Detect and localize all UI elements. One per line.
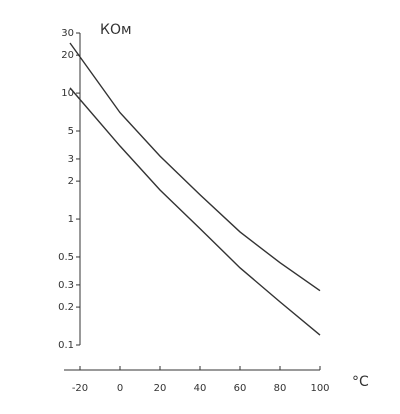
y-tick-label: 0.5: [58, 252, 74, 263]
x-tick-label: 80: [274, 383, 287, 394]
y-tick-label: 10: [61, 88, 74, 99]
curve: [69, 87, 321, 336]
y-tick-label: 1: [68, 214, 74, 225]
y-axis-label: КОм: [100, 22, 132, 38]
x-axis-label: °C: [352, 374, 369, 390]
y-tick-label: 0.1: [58, 340, 74, 351]
y-tick-label: 0.2: [58, 302, 74, 313]
x-tick-label: 40: [194, 383, 207, 394]
curve: [69, 42, 321, 292]
y-tick-label: 30: [61, 28, 74, 39]
x-tick-label: 60: [234, 383, 247, 394]
y-tick-label: 2: [68, 176, 74, 187]
y-tick-label: 3: [68, 154, 74, 165]
x-tick-label: 100: [310, 383, 329, 394]
x-tick-label: 20: [154, 383, 167, 394]
y-tick-label: 20: [61, 50, 74, 61]
y-tick-label: 5: [68, 126, 74, 137]
y-tick-label: 0.3: [58, 280, 74, 291]
x-tick-label: 0: [117, 383, 123, 394]
x-tick-label: -20: [72, 383, 88, 394]
